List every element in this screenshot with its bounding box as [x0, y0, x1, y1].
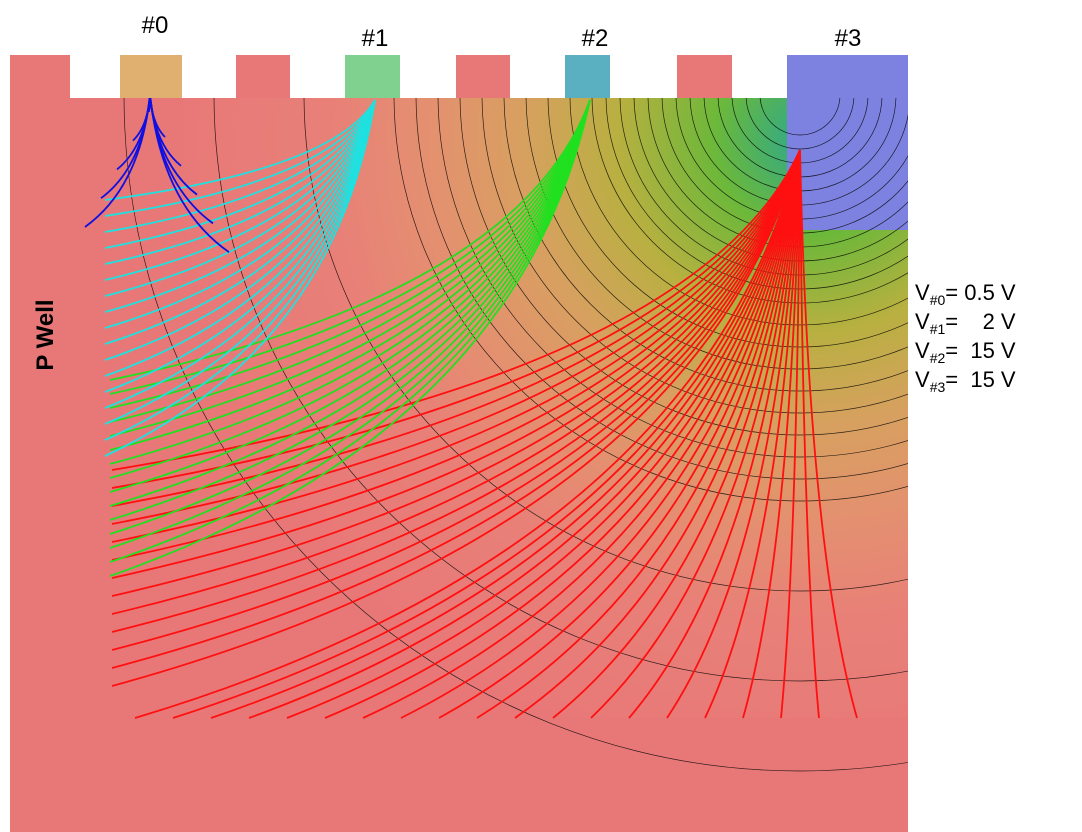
figure: #0 #1 #2 #3 P Well V#0= 0.5 VV#1= 2 VV#2…	[0, 0, 1082, 832]
electrodes	[70, 55, 787, 98]
electrode-label: #1	[362, 25, 389, 52]
voltage-entry: V#3= 15 V	[915, 367, 1016, 395]
voltage-subscript: #1	[930, 321, 946, 337]
electrode-3	[732, 55, 787, 98]
voltage-symbol: V	[915, 338, 930, 363]
voltage-entry: V#2= 15 V	[915, 338, 1016, 366]
well-label: P Well	[32, 299, 59, 370]
gate	[236, 55, 290, 98]
gate	[677, 55, 732, 98]
electrode-label: #2	[582, 25, 609, 52]
voltage-entry: V#1= 2 V	[915, 309, 1016, 337]
voltage-value: = 15 V	[945, 367, 1016, 392]
gate	[456, 55, 510, 98]
voltage-subscript: #2	[930, 350, 946, 366]
voltage-value: = 2 V	[945, 309, 1016, 334]
voltage-subscript: #0	[930, 292, 946, 308]
voltage-value: = 15 V	[945, 338, 1016, 363]
electrode-label: #0	[142, 12, 169, 39]
voltage-symbol: V	[915, 367, 930, 392]
voltage-subscript: #3	[930, 379, 946, 395]
voltage-symbol: V	[915, 309, 930, 334]
voltage-legend: V#0= 0.5 VV#1= 2 VV#2= 15 VV#3= 15 V	[915, 280, 1016, 395]
electrode-label: #3	[835, 25, 862, 52]
contact-2	[565, 55, 610, 98]
n-region	[787, 55, 908, 230]
voltage-entry: V#0= 0.5 V	[915, 280, 1016, 308]
contact-0	[120, 55, 182, 98]
voltage-value: = 0.5 V	[945, 280, 1016, 305]
voltage-symbol: V	[915, 280, 930, 305]
contact-1	[345, 55, 400, 98]
